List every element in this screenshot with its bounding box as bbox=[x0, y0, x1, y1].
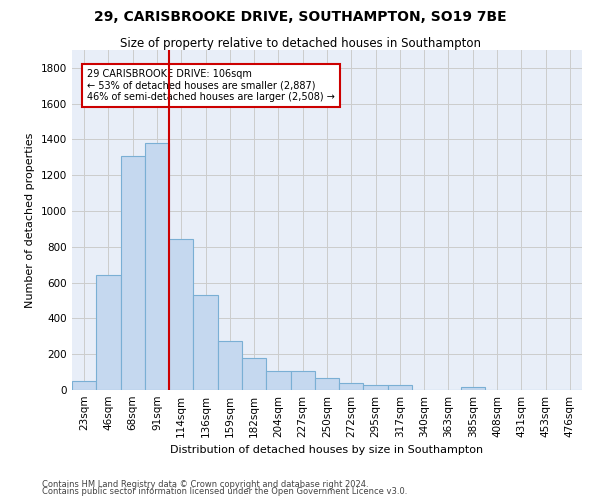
Bar bbox=[218, 341, 242, 390]
Text: Contains public sector information licensed under the Open Government Licence v3: Contains public sector information licen… bbox=[42, 487, 407, 496]
Y-axis label: Number of detached properties: Number of detached properties bbox=[25, 132, 35, 308]
Text: 29 CARISBROOKE DRIVE: 106sqm
← 53% of detached houses are smaller (2,887)
46% of: 29 CARISBROOKE DRIVE: 106sqm ← 53% of de… bbox=[88, 68, 335, 102]
Bar bbox=[96, 276, 121, 390]
Bar bbox=[315, 378, 339, 390]
Bar bbox=[121, 156, 145, 390]
Text: 29, CARISBROOKE DRIVE, SOUTHAMPTON, SO19 7BE: 29, CARISBROOKE DRIVE, SOUTHAMPTON, SO19… bbox=[94, 10, 506, 24]
Bar bbox=[364, 384, 388, 390]
Bar bbox=[290, 371, 315, 390]
Bar bbox=[339, 383, 364, 390]
X-axis label: Distribution of detached houses by size in Southampton: Distribution of detached houses by size … bbox=[170, 446, 484, 456]
Text: Size of property relative to detached houses in Southampton: Size of property relative to detached ho… bbox=[119, 38, 481, 51]
Bar bbox=[242, 358, 266, 390]
Text: Contains HM Land Registry data © Crown copyright and database right 2024.: Contains HM Land Registry data © Crown c… bbox=[42, 480, 368, 489]
Bar bbox=[169, 239, 193, 390]
Bar bbox=[72, 381, 96, 390]
Bar bbox=[388, 384, 412, 390]
Bar bbox=[266, 371, 290, 390]
Bar bbox=[193, 295, 218, 390]
Bar bbox=[145, 143, 169, 390]
Bar bbox=[461, 387, 485, 390]
